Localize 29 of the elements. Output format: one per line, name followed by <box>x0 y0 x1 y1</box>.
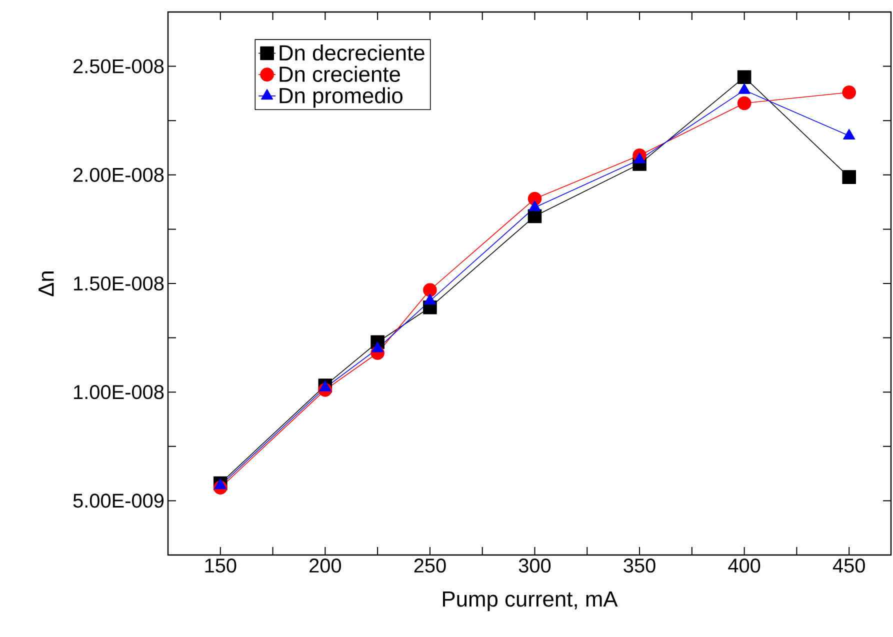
point <box>842 85 856 100</box>
y-axis-title: Δn <box>38 272 54 296</box>
y-tick-label: 1.00E-008 <box>74 385 164 400</box>
point <box>737 70 752 84</box>
point <box>424 294 436 305</box>
point <box>737 96 752 110</box>
point <box>634 152 646 164</box>
point <box>372 342 384 352</box>
x-tick-label: 450 <box>832 558 865 573</box>
legend-label: Dn decreciente <box>280 44 424 61</box>
x-tick-label: 400 <box>728 558 760 573</box>
point <box>843 128 856 140</box>
x-tick-label: 250 <box>414 558 446 573</box>
y-tick-label: 5.00E-009 <box>73 494 164 508</box>
legend-label: Dn promedio <box>280 87 402 108</box>
y-tick-label: 1.50E-008 <box>74 276 164 291</box>
x-tick-label: 200 <box>310 558 342 573</box>
point <box>738 83 750 94</box>
x-axis-title: Pump current, mA <box>442 591 618 612</box>
x-tick-label: 300 <box>518 558 551 573</box>
point <box>528 200 541 212</box>
legend-label: Dn creciente <box>280 66 400 82</box>
point <box>423 283 437 297</box>
point <box>842 170 856 184</box>
point <box>214 478 226 490</box>
y-tick-label: 2.00E-008 <box>74 168 164 182</box>
y-tick-label: 2.50E-008 <box>74 59 164 74</box>
x-tick-label: 150 <box>205 558 236 573</box>
x-tick-label: 350 <box>624 558 656 573</box>
